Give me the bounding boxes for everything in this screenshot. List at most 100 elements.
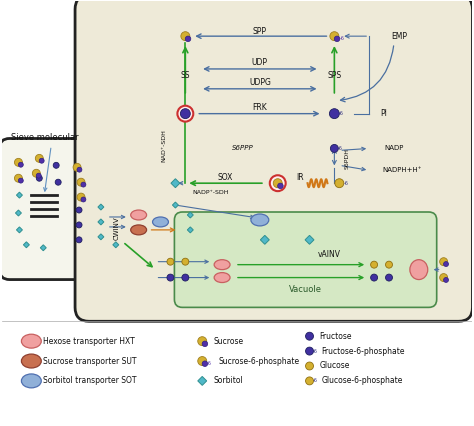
Text: SOX: SOX [218,173,233,182]
Polygon shape [16,210,21,216]
Circle shape [181,32,190,40]
Circle shape [444,262,448,267]
Circle shape [330,144,338,153]
Circle shape [36,154,43,162]
Text: Glucose: Glucose [319,362,350,371]
Text: NAD⁺-SDH: NAD⁺-SDH [161,129,166,162]
Ellipse shape [153,217,168,227]
Circle shape [73,163,81,171]
Ellipse shape [251,214,269,226]
Circle shape [270,175,286,191]
Text: NADPH+H⁺: NADPH+H⁺ [382,167,422,173]
Ellipse shape [131,225,146,235]
Text: Fructose-6-phosphate: Fructose-6-phosphate [321,347,405,356]
Polygon shape [260,235,269,244]
Polygon shape [17,227,22,233]
Text: FRK: FRK [253,103,267,112]
Circle shape [53,162,59,168]
Circle shape [15,158,22,166]
Circle shape [198,357,207,366]
Text: IR: IR [296,173,303,182]
Ellipse shape [21,374,41,388]
Circle shape [185,36,191,42]
Circle shape [334,36,340,42]
Circle shape [36,173,41,178]
Text: SPP: SPP [253,27,267,36]
Text: SS: SS [181,72,190,81]
Polygon shape [173,202,178,208]
Circle shape [202,341,208,347]
Text: -6: -6 [343,181,348,186]
Circle shape [385,274,392,281]
Circle shape [36,175,42,181]
Text: Sucrose: Sucrose [213,337,243,345]
Ellipse shape [131,210,146,220]
Text: -6: -6 [339,36,344,41]
FancyBboxPatch shape [0,138,89,279]
Circle shape [181,109,190,118]
Circle shape [278,183,283,189]
Circle shape [18,162,23,167]
Polygon shape [40,245,46,251]
Ellipse shape [214,260,230,270]
Polygon shape [305,235,314,244]
Polygon shape [187,227,193,233]
Text: -6: -6 [313,348,318,354]
Circle shape [39,158,44,163]
Circle shape [202,361,208,366]
Circle shape [306,332,313,340]
Text: -6: -6 [207,361,212,366]
Text: Sorbitol transporter SOT: Sorbitol transporter SOT [43,377,137,386]
Ellipse shape [410,260,428,279]
Text: UDPG: UDPG [249,78,271,87]
Text: Sorbitol: Sorbitol [213,377,243,386]
Circle shape [76,222,82,228]
Polygon shape [198,377,207,386]
Circle shape [15,174,22,182]
Text: Hexose transporter HXT: Hexose transporter HXT [43,337,135,345]
Circle shape [198,337,207,345]
Circle shape [177,106,193,121]
Circle shape [81,182,86,187]
Circle shape [81,197,86,202]
Text: EMP: EMP [391,32,407,40]
Ellipse shape [214,273,230,282]
Circle shape [77,178,85,186]
Text: -6: -6 [339,111,344,116]
Text: Sieve molecular: Sieve molecular [11,133,79,142]
Circle shape [335,179,344,188]
Polygon shape [23,242,29,248]
Circle shape [444,277,448,282]
Circle shape [32,169,40,177]
Circle shape [306,347,313,355]
Circle shape [76,237,82,243]
Text: vAINV: vAINV [318,250,341,259]
Circle shape [167,274,174,281]
Text: Vacuole: Vacuole [289,285,322,294]
Circle shape [55,179,61,185]
Circle shape [76,207,82,213]
Text: -6: -6 [338,146,343,151]
Circle shape [182,274,189,281]
Ellipse shape [21,334,41,348]
Circle shape [371,261,378,268]
Text: SPS: SPS [328,72,341,81]
Text: -6: -6 [313,378,318,383]
Ellipse shape [21,354,41,368]
Polygon shape [98,219,104,225]
Circle shape [306,362,313,370]
Circle shape [77,193,85,201]
Text: S6PDH: S6PDH [345,148,350,169]
FancyBboxPatch shape [75,0,473,321]
Polygon shape [98,234,104,240]
Polygon shape [113,242,119,248]
Circle shape [167,258,174,265]
Polygon shape [98,204,104,210]
Text: Glucose-6-phosphate: Glucose-6-phosphate [321,377,403,386]
Text: CWINV: CWINV [114,216,120,240]
Text: PI: PI [381,109,387,118]
Circle shape [440,258,447,266]
Circle shape [306,377,313,385]
Circle shape [371,274,378,281]
Circle shape [385,261,392,268]
